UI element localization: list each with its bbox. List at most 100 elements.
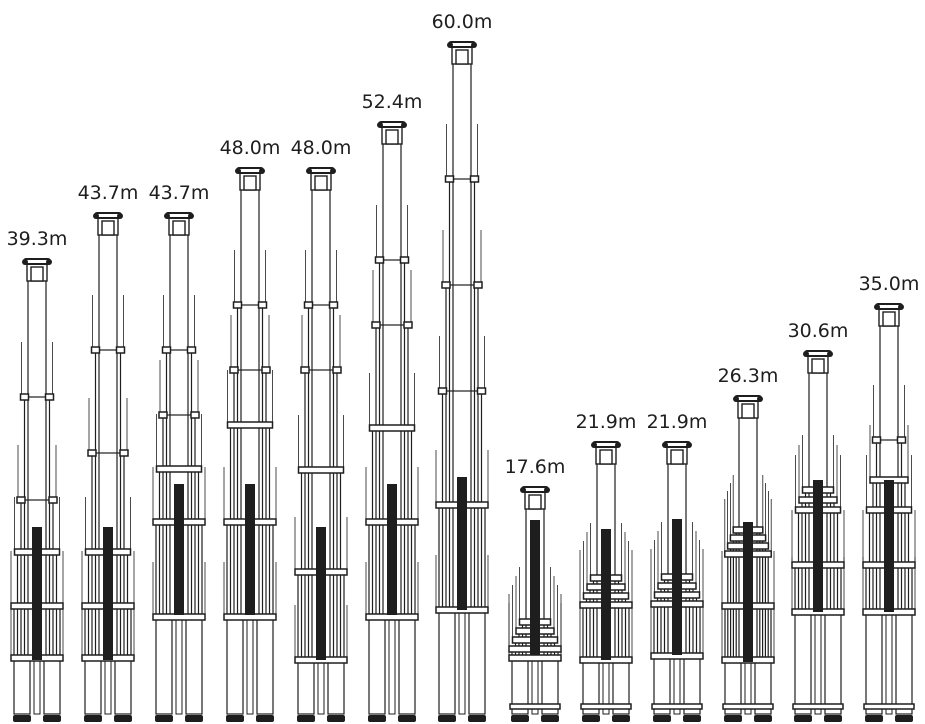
boom-length-label: 60.0m (432, 11, 493, 33)
boom-foot (865, 715, 883, 722)
boom-foot (541, 715, 559, 722)
section-joint (328, 301, 339, 309)
section-joint-bar (368, 424, 416, 432)
boom-length-label: 39.3m (7, 228, 68, 250)
telescopic-boom: 30.6m (788, 320, 848, 722)
boom-length-label: 21.9m (576, 411, 637, 433)
boom-head-pin (686, 442, 692, 448)
hydraulic-cylinder (601, 529, 611, 660)
section-joint (300, 366, 310, 374)
boom-foot (653, 715, 671, 722)
section-joint (469, 175, 480, 183)
base-bar (580, 703, 632, 710)
section-joint (186, 346, 197, 354)
boom-length-label: 26.3m (718, 365, 779, 387)
base-bar (792, 703, 844, 710)
section-joint-bar (297, 466, 345, 474)
boom-foot (13, 715, 31, 722)
boom-length-label: 35.0m (859, 273, 920, 295)
boom-head-pin (471, 42, 477, 48)
boom-head-pin (235, 168, 241, 174)
boom-length-label: 43.7m (78, 182, 139, 204)
section-joint (403, 321, 413, 329)
boom-head-pin (733, 396, 739, 402)
boom-head-pin (306, 168, 312, 174)
section-joint (158, 411, 168, 419)
boom-foot (612, 715, 630, 722)
section-joint (119, 449, 129, 457)
boom-head-sheave-box (30, 266, 44, 282)
boom-foot (582, 715, 600, 722)
section-joint (303, 301, 314, 309)
boom-head-pin (259, 168, 265, 174)
hydraulic-cylinder (32, 527, 42, 660)
telescopic-boom: 60.0m (432, 11, 493, 722)
boom-head-sheave-box (741, 403, 755, 419)
telescopic-boom: 26.3m (718, 365, 779, 722)
boom-length-label: 21.9m (647, 411, 708, 433)
section-joint (374, 256, 385, 264)
boom-head-pin (22, 259, 28, 265)
boom-head-pin (46, 259, 52, 265)
section-joint (229, 366, 239, 374)
telescopic-boom: 43.7m (78, 182, 139, 722)
boom-head-sheave-box (455, 49, 469, 65)
section-joint (473, 281, 483, 289)
section-joint (115, 346, 126, 354)
hydraulic-cylinder (103, 527, 113, 660)
boom-foot (438, 715, 456, 722)
telescopic-boom: 52.4m (362, 91, 423, 722)
boom-head-pin (803, 351, 809, 357)
boom-head-pin (520, 487, 526, 493)
hydraulic-cylinder (316, 527, 326, 660)
telescopic-boom: 48.0m (291, 137, 352, 722)
section-joint-bar (155, 465, 203, 473)
boom-head-sheave-box (101, 220, 115, 236)
hydraulic-cylinder (457, 477, 467, 610)
boom-head-pin (544, 487, 550, 493)
section-joint (332, 366, 342, 374)
boom-foot (114, 715, 132, 722)
base-bar (722, 703, 774, 710)
boom-head-pin (447, 42, 453, 48)
boom-head-pin (330, 168, 336, 174)
boom-foot (794, 715, 812, 722)
telescopic-boom: 43.7m (149, 182, 209, 722)
section-joint (441, 281, 451, 289)
boom-foot (155, 715, 173, 722)
hydraulic-cylinder (743, 522, 753, 662)
hydraulic-cylinder (387, 484, 397, 615)
boom-foot (327, 715, 345, 722)
section-joint-bar (508, 654, 562, 662)
boom-length-label: 48.0m (291, 137, 352, 159)
boom-foot (895, 715, 913, 722)
boom-head-pin (827, 351, 833, 357)
boom-head-sheave-box (599, 449, 613, 465)
section-joint (437, 387, 448, 395)
boom-head-sheave-box (670, 449, 684, 465)
section-joint (257, 301, 268, 309)
boom-foot (43, 715, 61, 722)
boom-foot (297, 715, 315, 722)
section-joint-bar (226, 421, 274, 429)
section-joint (399, 256, 410, 264)
section-joint (371, 321, 381, 329)
hydraulic-cylinder (174, 484, 184, 615)
boom-head-pin (188, 213, 194, 219)
telescopic-boom: 17.6m (505, 456, 566, 722)
section-joint (896, 436, 907, 444)
boom-foot (84, 715, 102, 722)
boom-length-label: 52.4m (362, 91, 423, 113)
hydraulic-cylinder (530, 520, 540, 655)
telescopic-boom: 39.3m (7, 228, 68, 722)
boom-head-pin (117, 213, 123, 219)
boom-head-pin (93, 213, 99, 219)
boom-head-sheave-box (172, 220, 186, 236)
boom-foot (185, 715, 203, 722)
boom-head-pin (615, 442, 621, 448)
section-joint (444, 175, 455, 183)
boom-foot (368, 715, 386, 722)
section-joint (48, 496, 58, 504)
boom-length-label: 17.6m (505, 456, 566, 478)
